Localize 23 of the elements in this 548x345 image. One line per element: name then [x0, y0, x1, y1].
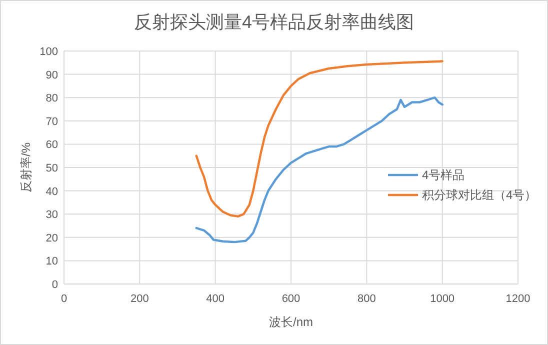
- y-tick-label: 100: [40, 46, 58, 58]
- y-tick-label: 80: [46, 92, 58, 105]
- x-axis-title: 波长/nm: [268, 315, 314, 329]
- legend-label: 积分球对比组（4号）: [422, 188, 537, 202]
- x-tick-label: 1200: [506, 293, 530, 305]
- y-tick-label: 0: [52, 279, 58, 291]
- y-tick-label: 30: [46, 209, 58, 222]
- y-tick-label: 70: [46, 116, 58, 128]
- legend-label: 4号样品: [422, 168, 465, 182]
- y-tick-label: 20: [46, 232, 58, 244]
- x-tick-label: 600: [282, 293, 300, 305]
- chart-title: 反射探头测量4号样品反射率曲线图: [134, 12, 414, 32]
- x-tick-label: 0: [60, 293, 68, 305]
- y-tick-label: 50: [46, 162, 58, 174]
- x-tick-label: 800: [357, 293, 376, 305]
- y-tick-label: 40: [46, 186, 58, 198]
- y-tick-label: 10: [46, 256, 58, 268]
- y-tick-label: 60: [46, 139, 58, 152]
- y-tick-label: 90: [46, 69, 58, 82]
- x-tick-label: 400: [206, 293, 225, 305]
- x-tick-label: 1000: [430, 293, 455, 305]
- y-axis-title: 反射率/%: [19, 142, 33, 193]
- x-tick-label: 200: [130, 293, 149, 305]
